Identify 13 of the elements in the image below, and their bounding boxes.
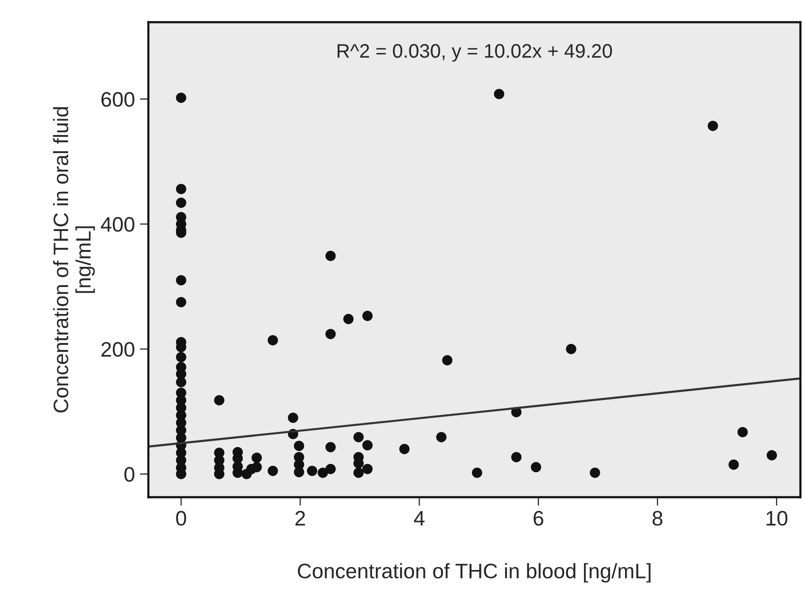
y-axis-title: Concentration of THC in oral fluid [ng/mL] (53, 107, 95, 412)
x-tick-label: 8 (652, 510, 662, 526)
y-tick-label: 400 (100, 217, 134, 232)
y-tick-label: 200 (101, 342, 134, 357)
x-tick-label: 0 (176, 510, 186, 526)
annotation: R^2 = 0.030, y = 10.02x + 49.20 (338, 44, 612, 62)
y-tick-label: 0 (124, 467, 134, 482)
x-tick-label: 6 (534, 510, 544, 526)
x-tick-label: 4 (414, 511, 424, 526)
x-tick-label: 10 (766, 510, 788, 526)
y-tick-label: 600 (101, 92, 134, 107)
x-tick-label: 2 (295, 510, 305, 526)
x-axis-title: Concentration of THC in blood [ng/mL] (298, 563, 650, 583)
